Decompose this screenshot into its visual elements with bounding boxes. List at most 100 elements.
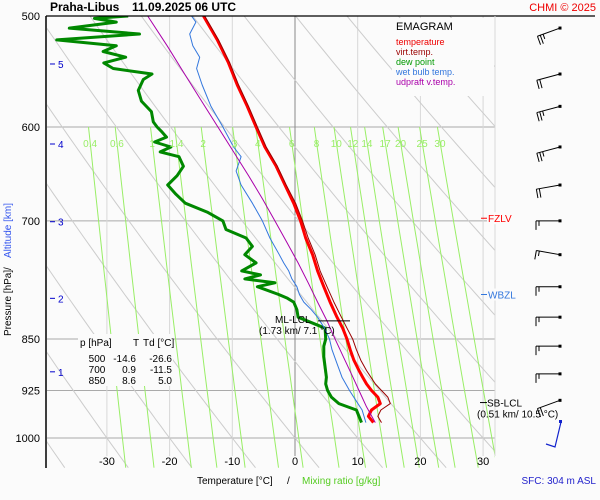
table-cell-td: -11.5 [150,365,172,376]
mixing-ratio-line [150,126,192,468]
mixing-ratio-line [350,126,405,468]
dry-adiabat [0,0,1,468]
barb-flag [536,408,541,418]
barb-staff [536,73,561,81]
barb-flag [539,35,544,44]
table-cell-td: 5.0 [158,376,172,387]
series-temperature [202,16,382,424]
barb-station [558,145,562,149]
dry-adiabat [47,27,383,468]
mixing-ratio-lines [88,126,495,468]
mixing-ratio-line [397,126,456,468]
mixing-ratio-label: 17 [380,139,392,150]
mixing-ratio-label: 6 [289,139,295,150]
barb-staff [536,250,561,256]
mixing-ratio-line [436,126,495,458]
mixing-ratio-line [364,126,420,468]
barb-flag [536,112,540,122]
y-axis-separator: / [3,267,14,270]
altitude-tick-label: 2 [58,294,64,305]
barb-flag [542,34,546,40]
sb-lcl-label: SB-LCL [487,399,522,410]
wind-barb [535,344,562,356]
wind-barb [535,315,562,327]
legend-wet-bulb: wet bulb temp. [395,67,455,77]
table-cell-t: -14.6 [113,354,136,365]
y-axis-label: Pressure [hPa] [3,270,14,336]
mixing-ratio-line [382,126,440,468]
series-updraft [147,16,376,423]
legend-updraft: udpraft v.temp. [396,77,455,87]
mixing-ratio-label: 8 [314,139,320,150]
dry-adiabat [47,183,256,468]
barb-flag [539,111,543,121]
fzlv-label-bg [487,212,517,225]
y-axis-label-altitude: Altitude [km] [3,203,14,258]
barb-station [558,398,562,402]
mixing-ratio-label: 3 [232,139,238,150]
barb-flag [542,110,545,116]
wind-barb [535,285,562,296]
x-axis-label: Temperature [°C] [197,476,273,487]
mixing-ratio-label: 25 [417,139,429,150]
dry-adiabat [47,266,193,468]
mixing-ratio-label: 20 [395,139,407,150]
x-tick-label: 20 [414,456,426,468]
surface-wind-trace [545,421,562,448]
barb-flag [535,189,539,199]
barb-station [558,26,562,30]
dry-adiabat [346,16,495,189]
dry-adiabat [581,0,600,468]
dry-adiabat [192,16,495,383]
copyright: CHMI © 2025 [529,2,596,14]
series-dew-point [55,16,363,424]
barb-flag [534,250,537,260]
series-virt-temp [204,16,391,423]
mixing-ratio-line [88,126,127,468]
altitude-tick-label: 4 [58,140,64,151]
ml-lcl-label: ML-LCL [275,315,311,326]
wind-barb [534,250,562,260]
mixing-ratio-line [333,126,388,468]
barb-station [558,104,562,108]
table-header-td: Td [°C] [143,338,174,349]
dry-adiabat [479,0,600,468]
legend-title: EMAGRAM [396,21,453,33]
legend-virt-temp: virt.temp. [396,47,433,57]
ml-lcl-detail: (1.73 km/ 7.1 °C) [259,326,335,337]
mixing-ratio-line [289,126,340,468]
barb-staff [536,146,561,154]
altitude-tick-label: 3 [58,218,64,229]
x-tick-label: 10 [352,456,364,468]
altitude-tick-label: 5 [58,60,64,71]
dry-adiabat [47,351,129,468]
y-tick-label: 700 [22,216,40,228]
mixing-ratio-label: 2 [200,139,206,150]
barb-flag [539,79,543,89]
barb-station [558,344,562,348]
dry-adiabats [0,0,600,468]
barb-flag [537,250,540,257]
x-tick-label: 30 [477,456,489,468]
wind-barb [536,145,562,162]
wind-barb [536,398,562,418]
barb-flag [536,80,540,90]
dry-adiabat [530,0,600,468]
surface-wind-station [559,420,562,423]
x-axis-separator: / [287,476,290,487]
fzlv-label: FZLV [488,214,512,225]
x-axis-label-mixing: Mixing ratio [g/kg] [302,476,381,487]
altitude-tick-label: 1 [58,368,64,379]
barb-station [558,372,562,376]
dry-adiabat [397,16,495,128]
barb-flag [536,153,540,162]
barb-station [558,285,562,289]
table-cell-p: 700 [89,365,106,376]
y-tick-label: 1000 [16,433,40,445]
mixing-ratio-line [255,126,304,468]
profile-series [55,16,391,424]
wbzl-label-bg [487,288,517,301]
barb-station [558,183,562,187]
